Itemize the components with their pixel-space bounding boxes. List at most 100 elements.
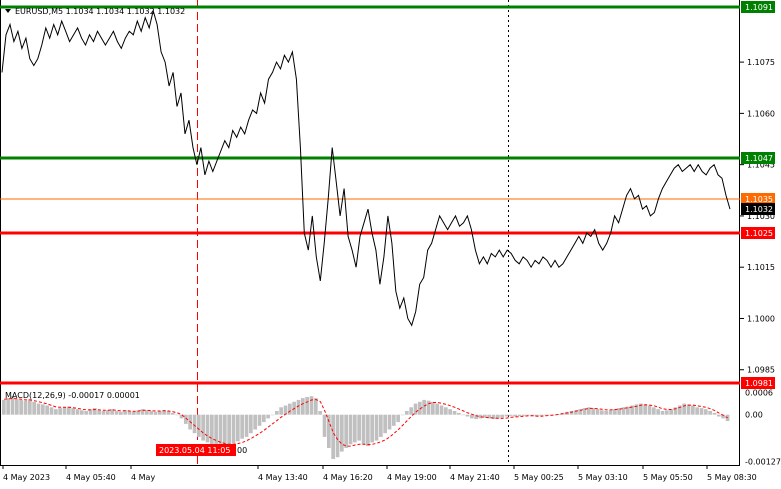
macd-bar-78 <box>340 414 344 452</box>
macd-bar-11 <box>49 407 54 415</box>
macd-header: MACD(12,26,9) -0.00017 0.00001 <box>5 391 140 400</box>
macd-bar-68 <box>296 399 301 415</box>
macd-bar-77 <box>335 414 340 458</box>
macd-bar-146 <box>634 404 639 415</box>
level-badge-3 <box>741 227 775 239</box>
macd-bar-54 <box>236 414 240 442</box>
time-tick-label-10: 5 May 08:30 <box>707 473 757 482</box>
macd-bar-151 <box>656 409 660 415</box>
macd-bar-149 <box>647 405 652 415</box>
macd-bar-119 <box>517 414 522 417</box>
macd-bar-63 <box>275 411 279 415</box>
macd-bar-138 <box>600 410 604 415</box>
macd-bar-35 <box>153 411 158 415</box>
macd-bar-133 <box>578 409 582 415</box>
macd-bar-163 <box>708 411 712 415</box>
macd-bar-27 <box>119 411 123 415</box>
price-series <box>1 8 731 327</box>
macd-bar-16 <box>71 408 75 415</box>
macd-bar-0 <box>2 399 6 415</box>
crosshair-time-badge <box>156 444 236 456</box>
macd-bar-121 <box>526 414 530 416</box>
macd-bar-110 <box>478 414 483 419</box>
macd-bar-50 <box>218 414 223 446</box>
macd-bar-79 <box>344 414 348 448</box>
macd-bar-9 <box>41 404 45 415</box>
macd-bar-93 <box>405 411 409 415</box>
macd-bar-88 <box>383 414 387 434</box>
level-label-4: 1.0981 <box>745 379 773 388</box>
macd-pane <box>2 396 730 459</box>
price-tick-label-5: 1.1000 <box>747 314 775 323</box>
symbol-header: EURUSD,M5 1.1034 1.1034 1.1032 1.1032 <box>15 7 185 16</box>
macd-bar-8 <box>36 403 41 415</box>
macd-bar-13 <box>58 408 62 415</box>
level-badge-1 <box>741 152 775 164</box>
macd-bar-147 <box>639 403 643 415</box>
macd-bar-103 <box>448 409 452 415</box>
macd-bar-89 <box>387 414 392 430</box>
macd-bar-49 <box>214 414 218 445</box>
macd-bar-33 <box>145 410 149 415</box>
macd-bar-140 <box>608 410 613 415</box>
time-axis: 4 May 2023 4 May 05:40 4 May 4 May 13:40 4 M… <box>2 465 757 482</box>
macd-bar-22 <box>97 410 101 415</box>
macd-bar-51 <box>223 414 227 447</box>
macd-bar-116 <box>504 414 509 417</box>
macd-bar-154 <box>669 409 673 415</box>
macd-bar-87 <box>379 414 383 437</box>
macd-bar-157 <box>682 403 686 415</box>
macd-bar-7 <box>32 401 36 415</box>
macd-bar-39 <box>171 412 175 415</box>
macd-bar-164 <box>712 412 717 415</box>
macd-bar-52 <box>227 414 231 445</box>
macd-bar-106 <box>461 414 465 416</box>
macd-bar-83 <box>361 414 366 445</box>
macd-bar-148 <box>643 404 647 415</box>
macd-bar-152 <box>660 411 665 415</box>
macd-bar-135 <box>587 407 591 415</box>
macd-bar-98 <box>426 400 431 415</box>
price-tick-label-1: 1.1060 <box>747 109 775 118</box>
macd-bar-139 <box>604 411 608 415</box>
macd-bar-160 <box>695 407 699 415</box>
time-tick-label-4: 4 May 16:20 <box>323 473 373 482</box>
macd-bar-104 <box>452 411 457 415</box>
chevron-down-icon[interactable] <box>5 9 11 13</box>
macd-bar-44 <box>192 414 197 434</box>
level-labels: 1.1091 1.1047 1.1035 1.1025 1.0981 1.1032 <box>741 1 775 389</box>
macd-bar-69 <box>301 398 305 415</box>
macd-bar-144 <box>626 406 630 415</box>
macd-bar-124 <box>539 414 543 416</box>
price-levels <box>0 5 740 385</box>
macd-tick-label-0: 0.0006 <box>745 389 773 398</box>
macd-bar-113 <box>491 414 496 420</box>
macd-bar-99 <box>431 401 435 415</box>
macd-bar-128 <box>556 414 561 415</box>
level-label-1: 1.1047 <box>745 154 773 163</box>
macd-bar-24 <box>106 410 110 415</box>
time-tick-label-3: 4 May 13:40 <box>258 473 308 482</box>
macd-bar-28 <box>123 410 127 415</box>
price-line <box>1 8 731 327</box>
macd-bar-108 <box>470 414 474 419</box>
macd-bar-92 <box>400 414 405 416</box>
time-label-tail: 00 <box>237 446 247 455</box>
macd-bar-127 <box>552 414 556 416</box>
macd-bar-26 <box>114 411 119 415</box>
macd-bar-118 <box>513 414 517 417</box>
time-tick-label-9: 5 May 05:50 <box>643 473 693 482</box>
macd-bar-56 <box>244 414 249 437</box>
macd-tick-label-1: 0.00 <box>745 411 763 420</box>
macd-bar-60 <box>262 414 266 423</box>
macd-bar-80 <box>348 414 353 445</box>
macd-bar-112 <box>487 414 491 419</box>
macd-bar-66 <box>288 403 292 415</box>
macd-bar-1 <box>6 398 10 415</box>
price-tick-label-4: 1.1015 <box>747 263 775 272</box>
macd-bar-153 <box>665 410 669 415</box>
level-badge-4 <box>741 377 775 389</box>
macd-bar-156 <box>678 405 682 415</box>
